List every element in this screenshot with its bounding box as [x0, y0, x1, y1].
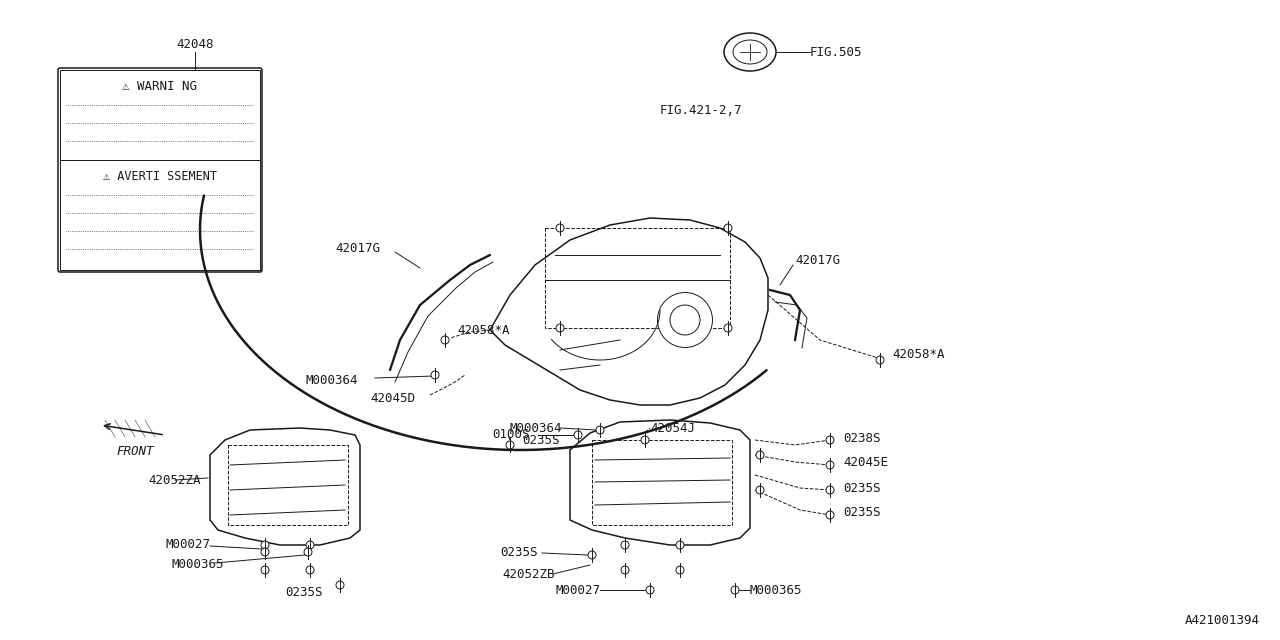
Polygon shape [490, 218, 768, 405]
Ellipse shape [669, 305, 700, 335]
Circle shape [676, 566, 684, 574]
Text: A421001394: A421001394 [1185, 614, 1260, 627]
Circle shape [676, 541, 684, 549]
Text: 42058*A: 42058*A [892, 349, 945, 362]
Text: 0238S: 0238S [844, 431, 881, 445]
Circle shape [756, 451, 764, 459]
Circle shape [596, 426, 604, 434]
Text: 0100S: 0100S [492, 429, 530, 442]
Circle shape [826, 461, 835, 469]
Ellipse shape [733, 40, 767, 64]
Bar [591, 440, 732, 525]
Circle shape [826, 486, 835, 494]
Circle shape [724, 324, 732, 332]
Circle shape [261, 548, 269, 556]
Circle shape [826, 511, 835, 519]
Circle shape [431, 371, 439, 379]
Text: M000365: M000365 [750, 584, 803, 596]
Text: ⚠ AVERTI SSEMENT: ⚠ AVERTI SSEMENT [102, 170, 218, 182]
Text: 42017G: 42017G [795, 253, 840, 266]
FancyBboxPatch shape [58, 68, 262, 272]
Text: ⚠ WARNI NG: ⚠ WARNI NG [123, 79, 197, 93]
Circle shape [306, 541, 314, 549]
Circle shape [621, 541, 628, 549]
Circle shape [506, 441, 515, 449]
Ellipse shape [724, 33, 776, 71]
Text: 0235S: 0235S [522, 433, 559, 447]
Circle shape [646, 586, 654, 594]
Text: 42054J: 42054J [650, 422, 695, 435]
Text: 42045D: 42045D [370, 392, 415, 404]
Text: FRONT: FRONT [116, 445, 154, 458]
Text: FIG.421-2,7: FIG.421-2,7 [660, 104, 742, 116]
Text: 0235S: 0235S [844, 506, 881, 520]
Circle shape [261, 566, 269, 574]
Text: M000365: M000365 [172, 559, 224, 572]
Circle shape [621, 566, 628, 574]
Circle shape [724, 224, 732, 232]
Circle shape [756, 486, 764, 494]
Text: 42052ZB: 42052ZB [502, 568, 554, 582]
Circle shape [826, 436, 835, 444]
Bar [60, 160, 260, 270]
Circle shape [305, 548, 312, 556]
Bar [545, 228, 730, 328]
Bar [228, 445, 348, 525]
Circle shape [556, 324, 564, 332]
Text: 42058*A: 42058*A [457, 323, 509, 337]
Text: M00027: M00027 [165, 538, 210, 552]
Text: 42048: 42048 [177, 38, 214, 51]
Text: 42017G: 42017G [335, 241, 380, 255]
Polygon shape [570, 420, 750, 545]
Ellipse shape [658, 292, 713, 348]
Circle shape [641, 436, 649, 444]
Circle shape [442, 336, 449, 344]
Circle shape [306, 566, 314, 574]
Circle shape [573, 431, 582, 439]
Circle shape [588, 551, 596, 559]
Text: 0235S: 0235S [285, 586, 323, 598]
Circle shape [731, 586, 739, 594]
Text: 42045E: 42045E [844, 456, 888, 470]
Circle shape [261, 541, 269, 549]
Bar [60, 70, 260, 160]
Polygon shape [210, 428, 360, 545]
Circle shape [876, 356, 884, 364]
Text: M00027: M00027 [556, 584, 600, 596]
Text: M000364: M000364 [305, 374, 357, 387]
Text: 0235S: 0235S [844, 481, 881, 495]
Text: FIG.505: FIG.505 [810, 45, 863, 58]
Circle shape [335, 581, 344, 589]
Text: M000364: M000364 [509, 422, 562, 435]
Text: 42052ZA: 42052ZA [148, 474, 201, 486]
Text: 0235S: 0235S [500, 547, 538, 559]
Circle shape [556, 224, 564, 232]
